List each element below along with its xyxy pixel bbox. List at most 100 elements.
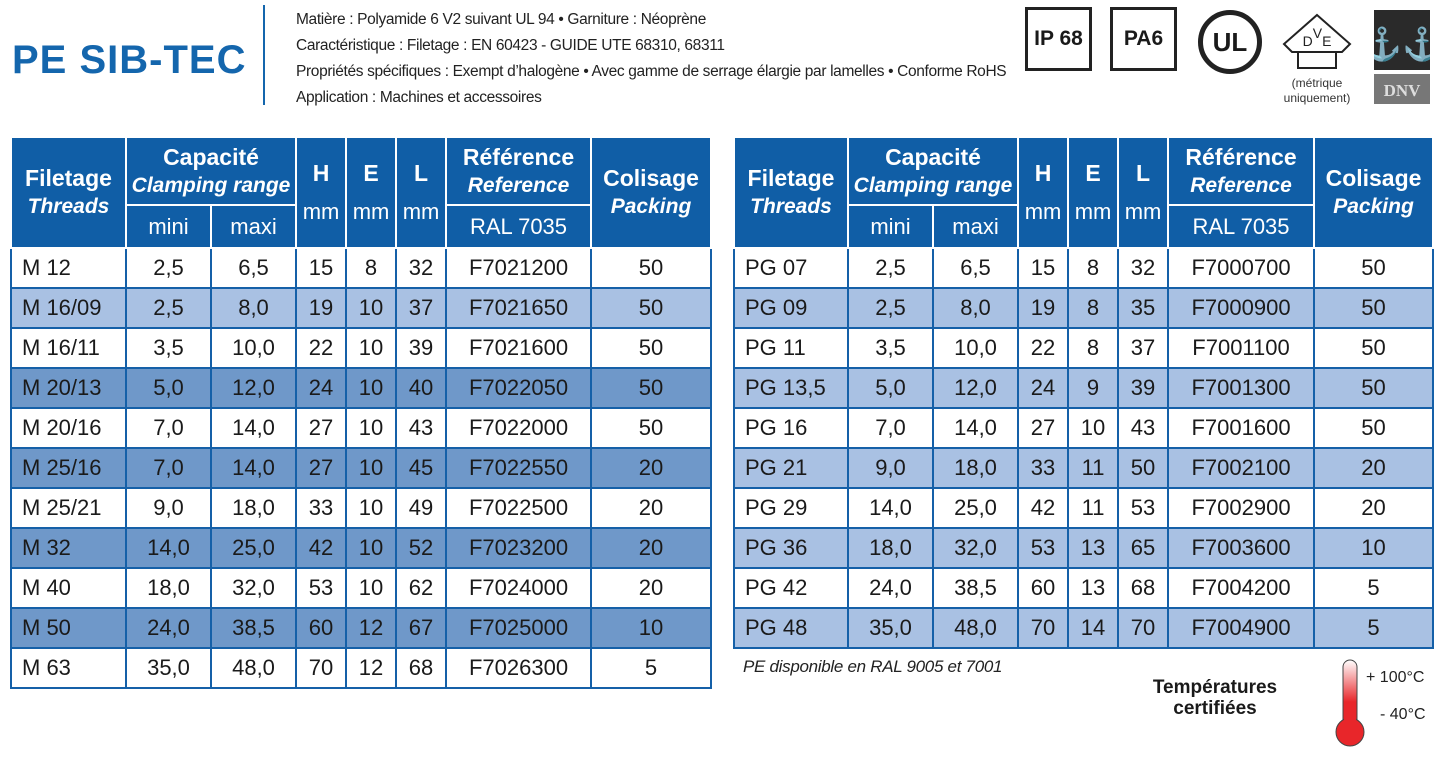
cell-packing: 10 (590, 607, 713, 649)
dnv-logo-icon: ⚓⚓ DNV (1374, 10, 1430, 104)
cell-clamp-max: 6,5 (209, 247, 298, 289)
cell-e: 8 (345, 247, 398, 289)
header-packing: Colisage Packing (1313, 136, 1435, 249)
cell-packing: 20 (590, 487, 713, 529)
cell-clamp-min: 2,5 (847, 247, 934, 289)
table-row: M 16/11 3,5 10,0 22 10 39 F7021600 50 (10, 327, 713, 369)
spec-application: Application : Machines et accessoires (296, 89, 542, 106)
cell-e: 13 (1067, 527, 1120, 569)
cell-clamp-max: 18,0 (931, 447, 1020, 489)
header-filetage: Filetage (747, 165, 835, 191)
cell-reference: F7026300 (445, 647, 593, 689)
cell-reference: F7022000 (445, 407, 593, 449)
cell-h: 60 (295, 607, 348, 649)
cell-e: 10 (345, 287, 398, 329)
cell-packing: 5 (1313, 607, 1435, 649)
cell-h: 24 (1017, 367, 1070, 409)
header-e-label: E (363, 160, 379, 186)
header-reference-fr: Référence (462, 143, 575, 170)
ip68-badge: IP 68 (1025, 7, 1092, 71)
header-capacity: Capacité Clamping range (124, 136, 298, 206)
cell-h: 60 (1017, 567, 1070, 609)
header-threads: Filetage Threads (10, 136, 127, 249)
header-capacite: Capacité (163, 143, 259, 170)
table-row: M 32 14,0 25,0 42 10 52 F7023200 20 (10, 527, 713, 569)
cell-packing: 50 (1313, 367, 1435, 409)
header-colisage: Colisage (603, 165, 699, 191)
cell-packing: 20 (590, 567, 713, 609)
product-title: PE SIB-TEC (12, 38, 247, 82)
cell-thread: PG 29 (733, 487, 849, 529)
header-h-unit: mm (302, 199, 340, 224)
header-reference-fr: Référence (1185, 143, 1297, 170)
cell-clamp-min: 18,0 (847, 527, 934, 569)
cell-h: 33 (295, 487, 348, 529)
table-row: PG 36 18,0 32,0 53 13 65 F7003600 10 (733, 527, 1435, 569)
table-row: PG 48 35,0 48,0 70 14 70 F7004900 5 (733, 607, 1435, 649)
cell-thread: M 16/11 (10, 327, 127, 369)
cell-thread: PG 13,5 (733, 367, 849, 409)
header-e-unit: mm (1074, 199, 1112, 224)
table-row: M 20/16 7,0 14,0 27 10 43 F7022000 50 (10, 407, 713, 449)
cell-h: 27 (295, 447, 348, 489)
cell-clamp-max: 14,0 (931, 407, 1020, 449)
header-threads: Filetage Threads (733, 136, 849, 249)
cell-clamp-max: 32,0 (931, 527, 1020, 569)
header-filetage: Filetage (25, 165, 112, 191)
cell-packing: 20 (590, 447, 713, 489)
svg-text:DNV: DNV (1384, 81, 1422, 100)
cell-reference: F7004900 (1167, 607, 1316, 649)
cell-packing: 50 (1313, 247, 1435, 289)
cell-l: 65 (1117, 527, 1170, 569)
temperature-label-1: Températures (1152, 677, 1278, 698)
cell-clamp-max: 18,0 (209, 487, 298, 529)
table-row: PG 07 2,5 6,5 15 8 32 F7000700 50 (733, 247, 1435, 289)
header-clamping: Clamping range (131, 173, 291, 197)
cell-e: 14 (1067, 607, 1120, 649)
cell-thread: PG 09 (733, 287, 849, 329)
cell-thread: M 32 (10, 527, 127, 569)
header-h-label: H (1034, 160, 1052, 186)
cell-e: 10 (345, 367, 398, 409)
cell-reference: F7000700 (1167, 247, 1316, 289)
header-ral: RAL 7035 (1167, 204, 1316, 249)
cell-h: 42 (295, 527, 348, 569)
pg-table: Filetage Threads Capacité Clamping range H… (733, 136, 1435, 649)
cell-h: 19 (1017, 287, 1070, 329)
header-l-label: L (413, 160, 429, 186)
cell-h: 22 (295, 327, 348, 369)
cell-e: 12 (345, 647, 398, 689)
table-row: PG 11 3,5 10,0 22 8 37 F7001100 50 (733, 327, 1435, 369)
cell-thread: M 40 (10, 567, 127, 609)
header-reference-en: Reference (467, 173, 570, 197)
cell-reference: F7002900 (1167, 487, 1316, 529)
table-row: M 16/09 2,5 8,0 19 10 37 F7021650 50 (10, 287, 713, 329)
cell-e: 8 (1067, 247, 1120, 289)
cell-clamp-min: 18,0 (125, 567, 212, 609)
divider (263, 5, 265, 105)
cell-clamp-min: 14,0 (847, 487, 934, 529)
cell-h: 70 (295, 647, 348, 689)
cell-clamp-max: 38,5 (931, 567, 1020, 609)
cell-packing: 20 (590, 527, 713, 569)
cell-l: 40 (395, 367, 448, 409)
cell-e: 11 (1067, 487, 1120, 529)
cell-clamp-max: 25,0 (931, 487, 1020, 529)
table-row: M 50 24,0 38,5 60 12 67 F7025000 10 (10, 607, 713, 649)
cell-thread: PG 11 (733, 327, 849, 369)
cell-clamp-min: 14,0 (125, 527, 212, 569)
header-e-label: E (1085, 160, 1101, 186)
cell-thread: M 20/16 (10, 407, 127, 449)
cell-reference: F7022550 (445, 447, 593, 489)
cell-reference: F7003600 (1167, 527, 1316, 569)
cell-packing: 20 (1313, 487, 1435, 529)
cell-thread: PG 36 (733, 527, 849, 569)
cell-clamp-min: 3,5 (125, 327, 212, 369)
cell-clamp-min: 7,0 (125, 407, 212, 449)
cell-clamp-min: 7,0 (125, 447, 212, 489)
temp-min: - 40°C (1380, 706, 1426, 723)
table-row: PG 42 24,0 38,5 60 13 68 F7004200 5 (733, 567, 1435, 609)
cell-clamp-max: 38,5 (209, 607, 298, 649)
cell-l: 68 (1117, 567, 1170, 609)
svg-text:DVE: DVE (1303, 25, 1332, 49)
